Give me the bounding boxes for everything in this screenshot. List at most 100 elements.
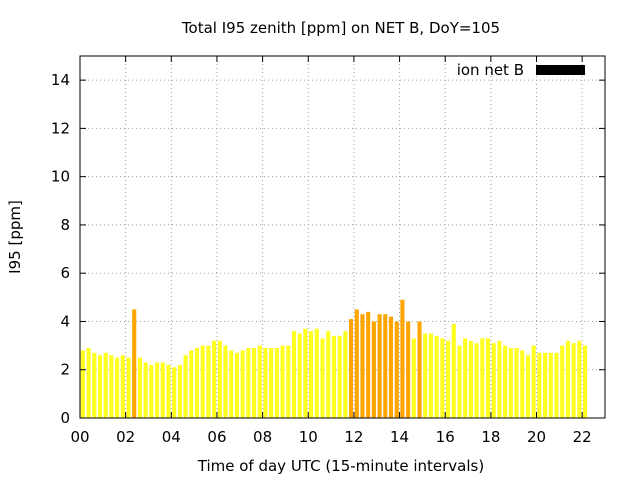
bar [560,345,565,418]
bar [154,362,160,418]
bar [525,355,531,418]
y-axis: 0 2 4 6 8 10 12 14 [51,71,605,427]
bar [223,345,228,418]
x-tick-label: 06 [207,428,226,446]
bar [331,335,336,418]
bar [120,355,125,418]
bar [280,345,285,418]
bar [309,331,314,418]
bar [274,348,279,418]
y-tick-label: 8 [60,216,70,234]
bar [571,343,576,418]
bar [257,345,262,418]
bar [189,350,194,418]
x-tick-label: 10 [299,428,318,446]
plot-frame [79,55,606,419]
y-tick-label: 6 [60,264,70,282]
x-tick-label: 00 [70,428,89,446]
bar [531,345,536,418]
bar [377,314,382,418]
bar [297,333,302,418]
bar [520,350,525,418]
bar [97,355,103,418]
bar [263,348,268,418]
bar [491,343,496,418]
x-tick-label: 08 [253,428,272,446]
bar [423,333,428,418]
bar [200,345,205,418]
bar [137,357,142,418]
bar [86,348,91,418]
bar [326,331,331,418]
x-axis: 00 02 04 06 08 10 12 14 16 18 20 22 [70,56,592,446]
bar [103,352,108,418]
bar [543,352,548,418]
bar [514,348,519,418]
bar [303,328,308,418]
bar [160,362,165,418]
bar [383,314,388,418]
bar [582,345,588,418]
legend-label: ion net B [457,61,524,79]
y-tick-label: 2 [60,361,70,379]
bar [166,364,171,418]
bar [485,338,491,418]
x-tick-label: 04 [162,428,181,446]
bar [246,348,251,418]
bar [428,333,434,418]
bar [440,338,445,418]
legend-swatch [536,65,585,75]
bar [143,362,148,418]
bar [206,345,211,418]
bar [234,352,239,418]
grid [80,56,605,418]
bar [537,352,542,418]
bar [406,321,411,418]
bar [177,364,182,418]
bar [269,348,274,418]
bar [548,352,553,418]
x-tick-label: 20 [527,428,546,446]
bar [371,321,376,418]
bar [394,321,399,418]
bar [451,323,456,418]
bar [80,350,85,418]
bar [183,355,188,418]
bar [217,340,222,418]
chart-title: Total I95 zenith [ppm] on NET B, DoY=105 [181,19,500,37]
bar [240,350,245,418]
bar [411,338,416,418]
y-tick-label: 12 [51,119,70,137]
bar [132,309,137,418]
legend: ion net B [457,61,585,79]
bar [172,367,177,418]
x-tick-label: 12 [344,428,363,446]
bar [343,331,348,418]
bar [354,309,359,418]
bar [337,335,342,418]
bar [366,311,371,418]
bar [92,352,97,418]
bar [126,357,131,418]
bar [115,357,120,418]
bar [251,348,257,418]
bar [400,299,405,418]
bar [194,348,200,418]
x-tick-label: 18 [481,428,500,446]
y-tick-label: 10 [51,168,70,186]
bar [503,345,508,418]
bar [229,350,234,418]
bar [463,338,468,418]
x-axis-label: Time of day UTC (15-minute intervals) [197,457,484,475]
bar [320,338,325,418]
bar [554,352,559,418]
x-tick-label: 16 [436,428,455,446]
y-tick-label: 0 [60,409,70,427]
bar [291,331,297,418]
x-tick-label: 22 [573,428,592,446]
bar [360,314,365,418]
bar [480,338,485,418]
bar [497,340,502,418]
y-tick-label: 4 [60,312,70,330]
